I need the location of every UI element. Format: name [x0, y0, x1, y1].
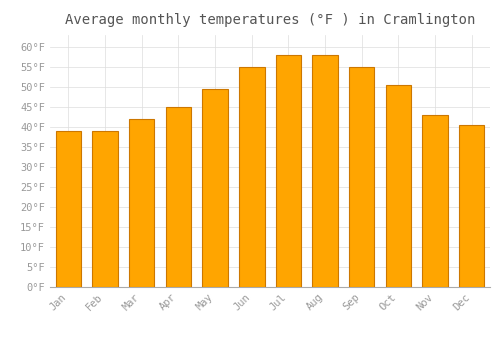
Bar: [239, 67, 264, 287]
Bar: [386, 85, 411, 287]
Bar: [92, 131, 118, 287]
Bar: [349, 67, 374, 287]
Bar: [166, 107, 191, 287]
Bar: [422, 115, 448, 287]
Title: Average monthly temperatures (°F ) in Cramlington: Average monthly temperatures (°F ) in Cr…: [65, 13, 475, 27]
Bar: [129, 119, 154, 287]
Bar: [56, 131, 81, 287]
Bar: [312, 55, 338, 287]
Bar: [276, 55, 301, 287]
Bar: [459, 125, 484, 287]
Bar: [202, 89, 228, 287]
